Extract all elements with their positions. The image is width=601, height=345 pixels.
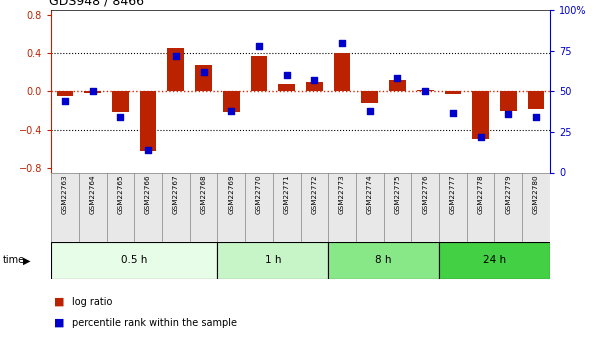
Point <box>143 147 153 152</box>
Text: ■: ■ <box>54 318 64 327</box>
Bar <box>500 91 517 110</box>
Text: GSM22773: GSM22773 <box>339 175 345 214</box>
Point <box>254 43 264 49</box>
Bar <box>51 241 218 279</box>
Bar <box>334 53 350 91</box>
Point <box>60 98 70 104</box>
Text: 0.5 h: 0.5 h <box>121 256 147 265</box>
Text: log ratio: log ratio <box>72 297 112 307</box>
Bar <box>528 91 545 109</box>
Text: GDS948 / 8466: GDS948 / 8466 <box>49 0 144 8</box>
Point <box>392 76 402 81</box>
Bar <box>417 89 433 91</box>
Text: GSM22767: GSM22767 <box>173 175 178 214</box>
Text: GSM22768: GSM22768 <box>201 175 207 214</box>
Text: ■: ■ <box>54 297 64 307</box>
Text: GSM22765: GSM22765 <box>117 175 123 214</box>
Bar <box>445 91 461 94</box>
Text: GSM22775: GSM22775 <box>394 175 400 214</box>
Bar <box>472 91 489 139</box>
Point <box>421 89 430 94</box>
Text: GSM22774: GSM22774 <box>367 175 373 214</box>
Bar <box>389 80 406 91</box>
Text: GSM22763: GSM22763 <box>62 175 68 214</box>
Text: 8 h: 8 h <box>376 256 392 265</box>
Text: GSM22780: GSM22780 <box>533 175 539 214</box>
Bar <box>278 84 295 91</box>
Bar <box>168 48 184 91</box>
Point <box>476 134 486 140</box>
Point <box>337 40 347 46</box>
Text: GSM22778: GSM22778 <box>478 175 484 214</box>
Point <box>448 110 458 115</box>
Text: percentile rank within the sample: percentile rank within the sample <box>72 318 237 327</box>
Text: ▶: ▶ <box>23 256 30 265</box>
Text: GSM22772: GSM22772 <box>311 175 317 214</box>
Bar <box>251 56 267 91</box>
Text: GSM22764: GSM22764 <box>90 175 96 214</box>
Bar <box>328 241 439 279</box>
Bar <box>439 241 550 279</box>
Point <box>282 72 291 78</box>
Bar <box>195 65 212 91</box>
Bar <box>218 241 328 279</box>
Text: GSM22776: GSM22776 <box>423 175 428 214</box>
Bar <box>84 91 101 93</box>
Bar <box>223 91 240 112</box>
Point <box>115 115 125 120</box>
Point <box>199 69 209 75</box>
Text: GSM22771: GSM22771 <box>284 175 290 214</box>
Text: GSM22769: GSM22769 <box>228 175 234 214</box>
Text: GSM22779: GSM22779 <box>505 175 511 214</box>
Bar <box>56 91 73 96</box>
Point <box>88 89 97 94</box>
Point <box>227 108 236 114</box>
Point <box>365 108 374 114</box>
Point <box>310 77 319 83</box>
Text: GSM22770: GSM22770 <box>256 175 262 214</box>
Text: GSM22777: GSM22777 <box>450 175 456 214</box>
Bar <box>306 82 323 91</box>
Text: GSM22766: GSM22766 <box>145 175 151 214</box>
Text: 24 h: 24 h <box>483 256 506 265</box>
Point <box>171 53 181 59</box>
Bar <box>361 91 378 103</box>
Text: time: time <box>3 256 25 265</box>
Point <box>504 111 513 117</box>
Bar <box>112 91 129 112</box>
Bar <box>140 91 156 150</box>
Point <box>531 115 541 120</box>
Text: 1 h: 1 h <box>264 256 281 265</box>
